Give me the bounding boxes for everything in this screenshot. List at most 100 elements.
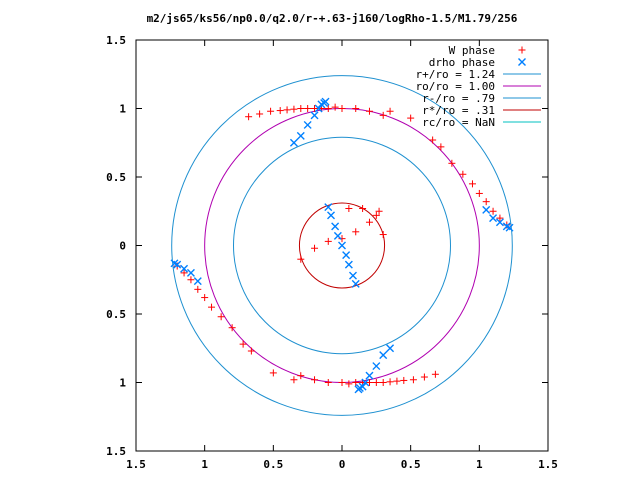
w-phase-point — [338, 235, 346, 243]
w-phase-point — [375, 207, 383, 215]
circle-rro — [171, 75, 513, 416]
drho-phase-mark — [379, 351, 388, 360]
drho-phase-point — [379, 351, 388, 360]
drho-phase-point — [303, 120, 312, 129]
w-phase-point — [496, 214, 504, 222]
w-phase-point — [352, 105, 360, 112]
drho-phase-mark — [321, 97, 330, 106]
w-phase-point — [475, 189, 483, 197]
w-phase-point — [345, 205, 353, 213]
drho-phase-mark — [333, 231, 342, 240]
drho-phase-mark — [289, 138, 298, 147]
w-phase-point — [420, 373, 428, 381]
drho-phase-point — [348, 271, 357, 280]
drho-phase-point — [489, 214, 498, 223]
axes: 1.5 1 0.5 0 0.5 1 1.51.510.500.511.5 — [106, 34, 558, 471]
drho-phase-mark — [489, 214, 498, 223]
drho-phase-mark — [331, 222, 340, 231]
w-phase-point — [324, 105, 332, 112]
w-phase-point — [201, 294, 209, 302]
w-phase-point — [352, 228, 360, 236]
drho-phase-point — [186, 268, 195, 277]
drho-phase-mark — [386, 344, 395, 353]
w-phase-point — [311, 105, 319, 112]
drho-phase-mark — [186, 268, 195, 277]
y-tick-label: 1.5 — [106, 34, 126, 47]
x-tick-label: 0.5 — [401, 458, 421, 471]
w-phase-point — [324, 379, 332, 386]
w-phase-point — [267, 107, 275, 115]
w-phase-point — [482, 198, 490, 206]
drho-phase-mark — [303, 120, 312, 129]
drho-phase-mark — [505, 223, 514, 232]
w-phase-point — [331, 103, 339, 111]
w-phase-point — [365, 218, 373, 226]
w-phase-point — [365, 379, 373, 386]
y-tick-label: 1.5 — [106, 445, 126, 458]
drho-phase-point — [505, 223, 514, 232]
w-phase-point — [338, 379, 346, 386]
w-phase-point — [217, 313, 225, 321]
x-tick-label: 0 — [339, 458, 346, 471]
drho-phase-point — [170, 259, 179, 268]
drho-phase-point — [342, 251, 351, 260]
drho-phase-mark — [324, 203, 333, 212]
x-tick-label: 0.5 — [263, 458, 283, 471]
drho-phase-mark — [482, 205, 491, 214]
w-phase-point — [256, 110, 264, 118]
drho-phase-point — [193, 277, 202, 286]
chart-title: m2/js65/ks56/np0.0/q2.0/r-+.63-j160/logR… — [147, 12, 518, 25]
drho-phase-mark — [372, 362, 381, 371]
drho-phase-mark — [354, 385, 363, 394]
drho-phase-point — [354, 385, 363, 394]
x-tick-label: 1.5 — [126, 458, 146, 471]
drho-phase-point — [333, 231, 342, 240]
w-phase-point — [269, 369, 277, 377]
w-phase-point — [372, 379, 380, 386]
drho-phase-point — [327, 211, 336, 220]
w-phase-point — [311, 244, 319, 252]
w-phase-point — [379, 231, 387, 239]
w-phase-point — [283, 106, 291, 114]
drho-phase-point — [324, 203, 333, 212]
w-phase-point — [386, 107, 394, 115]
w-phase-point — [276, 107, 284, 115]
x-tick-label: 1 — [476, 458, 483, 471]
drho-phase-mark — [338, 241, 346, 250]
drho-phase-point — [372, 362, 381, 371]
data-points — [170, 97, 514, 394]
w-phase-point — [400, 376, 408, 384]
w-phase-point — [290, 376, 298, 384]
drho-phase-point — [180, 264, 189, 273]
w-phase-point — [311, 376, 319, 384]
drho-phase-point — [386, 344, 395, 353]
w-phase-point — [247, 347, 255, 355]
drho-phase-point — [296, 131, 305, 140]
w-phase-point — [297, 372, 305, 380]
legend-label: W phase — [449, 44, 495, 57]
w-phase-point — [407, 114, 415, 122]
w-phase-point — [379, 111, 387, 119]
w-phase-point — [297, 255, 305, 263]
legend-label: r+/ro = 1.24 — [416, 68, 496, 81]
drho-phase-point — [495, 218, 504, 227]
w-phase-point — [409, 376, 417, 384]
drho-phase-mark — [296, 131, 305, 140]
w-phase-point — [429, 136, 437, 144]
drho-phase-mark — [310, 111, 319, 120]
y-tick-label: 1 — [119, 103, 126, 116]
drho-phase-mark — [327, 211, 336, 220]
drho-phase-mark — [170, 259, 179, 268]
w-phase-point — [431, 370, 439, 378]
w-phase-point — [489, 207, 497, 215]
y-tick-label: 0 — [119, 240, 126, 253]
w-phase-point — [352, 379, 360, 386]
drho-phase-point — [321, 97, 330, 106]
w-phase-point — [459, 170, 467, 178]
w-phase-point — [393, 377, 401, 385]
circle-rro — [298, 202, 386, 289]
drho-phase-point — [351, 279, 360, 288]
w-phase-point — [372, 211, 380, 219]
